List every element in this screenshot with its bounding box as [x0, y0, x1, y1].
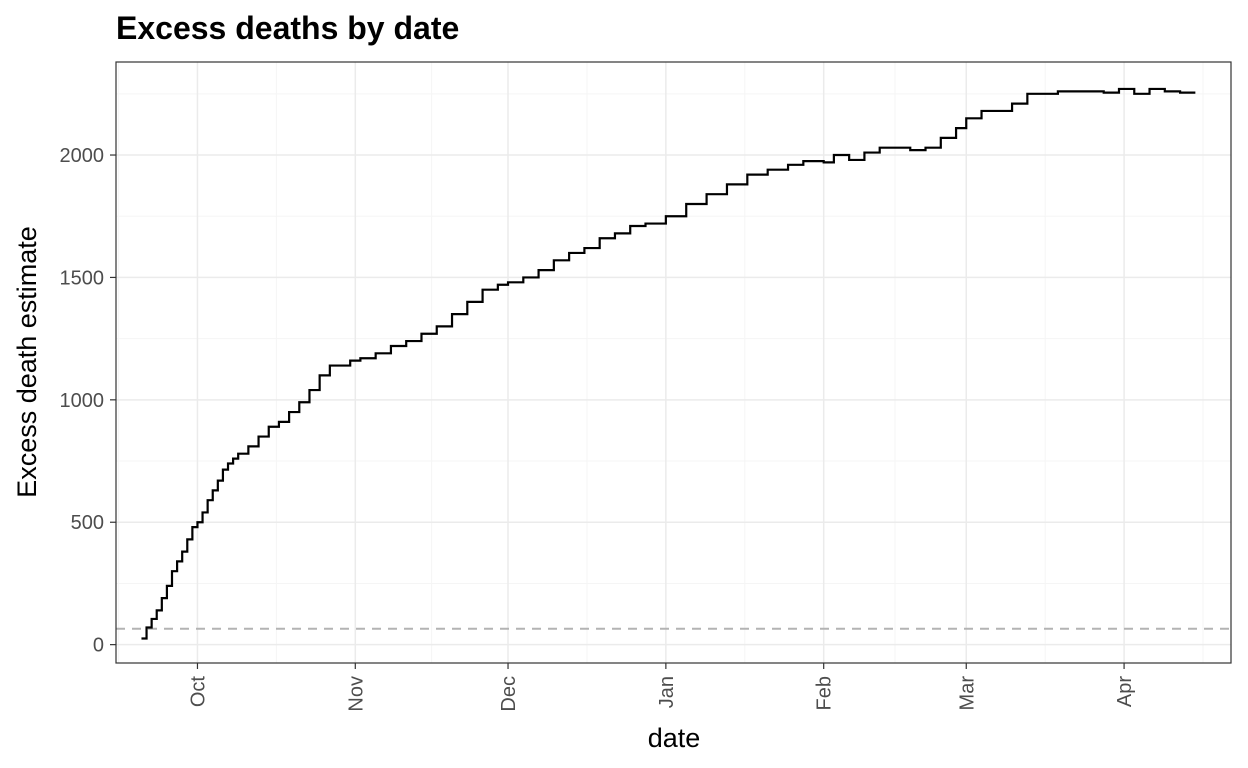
chart-title: Excess deaths by date: [116, 10, 459, 46]
x-tick-label: Oct: [187, 676, 209, 708]
x-tick-label: Feb: [814, 676, 836, 710]
x-axis: Oct Nov Dec Jan Feb Mar Apr: [187, 663, 1136, 712]
series-line: [141, 87, 1196, 640]
y-axis: 0 500 1000 1500 2000: [60, 145, 116, 657]
y-tick-label: 2000: [60, 145, 105, 167]
y-axis-title: Excess death estimate: [12, 226, 42, 498]
y-tick-label: 500: [71, 512, 104, 534]
y-tick-label: 0: [93, 635, 104, 657]
x-tick-label: Nov: [345, 676, 367, 712]
x-tick-label: Dec: [498, 676, 520, 712]
panel-border: [115, 61, 1232, 664]
y-tick-label: 1000: [60, 390, 105, 412]
grid: [116, 62, 1231, 663]
x-tick-label: Mar: [956, 676, 978, 711]
series-group: [141, 87, 1196, 640]
x-tick-label: Apr: [1114, 676, 1136, 707]
x-tick-label: Jan: [656, 676, 678, 708]
y-tick-label: 1500: [60, 267, 105, 289]
x-axis-title: date: [648, 723, 701, 753]
